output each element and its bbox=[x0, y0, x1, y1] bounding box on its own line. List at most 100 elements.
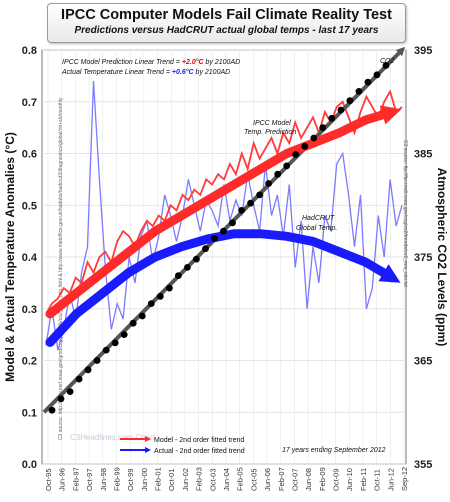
x-tick-label: Oct-11 bbox=[373, 469, 382, 491]
model-trend-arrow bbox=[45, 105, 402, 319]
co2-point bbox=[175, 272, 182, 279]
co2-point bbox=[202, 245, 209, 253]
x-tick-label: Jun-00 bbox=[140, 468, 149, 491]
co2-point bbox=[346, 97, 354, 105]
y-tick-label: 0.0 bbox=[22, 459, 37, 471]
co2-point bbox=[184, 264, 191, 271]
x-tick-label: Feb-99 bbox=[112, 467, 121, 491]
x-tick-label: Feb-07 bbox=[277, 467, 286, 491]
x-tick-label: Oct-05 bbox=[249, 468, 258, 491]
y2-tick-label: 375 bbox=[414, 252, 432, 264]
x-tick-label: Oct-03 bbox=[208, 468, 217, 491]
y-tick-label: 0.3 bbox=[22, 304, 37, 316]
y2-tick-label: 385 bbox=[414, 149, 432, 161]
co2-point bbox=[66, 388, 74, 395]
x-axis-ticks: Oct-95 Jun-96 Feb-97 Oct-97 Jun-98 Feb-99 Oct-… bbox=[44, 467, 409, 491]
co2-point bbox=[120, 331, 128, 338]
hadcrut-label-line1: HadCRUT bbox=[302, 215, 335, 222]
co2-point bbox=[75, 375, 83, 383]
gridlines bbox=[42, 49, 406, 465]
x-tick-label: Jun-12 bbox=[386, 468, 395, 491]
co2-point bbox=[364, 78, 372, 86]
co2-point bbox=[247, 199, 255, 207]
co2-point bbox=[373, 71, 381, 79]
x-tick-label: Oct-01 bbox=[167, 468, 176, 491]
watermark: C3Headlines.com Chart bbox=[70, 433, 156, 442]
co2-point bbox=[147, 300, 155, 307]
model-trend-annotation: IPCC Model Prediction Linear Trend = +2.… bbox=[62, 58, 240, 66]
co2-point bbox=[229, 219, 236, 227]
co2-point bbox=[193, 255, 200, 263]
y-axis-label: Model & Actual Temperature Anomalies (°C… bbox=[3, 132, 17, 382]
x-tick-label: Feb-01 bbox=[154, 467, 163, 491]
co2-point bbox=[211, 235, 218, 242]
co2-point bbox=[301, 142, 309, 150]
actual-trend-arrow bbox=[45, 229, 401, 347]
actual-trend-annotation: Actual Temperature Linear Trend = +0.6°C… bbox=[61, 68, 230, 76]
y-axis-ticks: 0.0 0.1 0.2 0.3 0.4 0.5 0.6 0.7 0.8 bbox=[22, 45, 38, 471]
x-tick-label: Sep-12 bbox=[400, 467, 409, 491]
period-footer: 17 years ending September 2012 bbox=[282, 447, 386, 454]
x-tick-label: Jun-96 bbox=[58, 468, 67, 491]
x-tick-label: Feb-97 bbox=[71, 467, 80, 491]
co2-point bbox=[355, 88, 363, 95]
legend-model-label: Model - 2nd order fitted trend bbox=[154, 437, 244, 444]
co2-point bbox=[48, 406, 56, 414]
co2-point bbox=[84, 366, 92, 374]
co2-point bbox=[256, 191, 263, 199]
x-tick-label: Oct-09 bbox=[332, 468, 341, 491]
y-tick-label: 0.4 bbox=[22, 252, 38, 264]
co2-point bbox=[156, 292, 164, 300]
x-tick-label: Oct-97 bbox=[85, 468, 94, 491]
x-tick-label: Jun-06 bbox=[263, 468, 272, 491]
x-tick-label: Feb-11 bbox=[359, 468, 368, 491]
chart-subtitle: Predictions versus HadCRUT actual global… bbox=[74, 25, 379, 36]
x-tick-label: Oct-99 bbox=[126, 468, 135, 491]
x-tick-label: Feb-03 bbox=[195, 467, 204, 491]
x-tick-label: Jun-04 bbox=[222, 468, 231, 491]
co2-label: CO2 bbox=[380, 58, 395, 65]
y2-tick-label: 395 bbox=[414, 45, 432, 57]
y-tick-label: 0.6 bbox=[22, 149, 37, 161]
co2-point bbox=[265, 180, 272, 187]
co2-point bbox=[292, 151, 300, 158]
y-tick-label: 0.5 bbox=[22, 200, 37, 212]
x-tick-label: Feb-09 bbox=[318, 467, 327, 491]
co2-point bbox=[382, 62, 390, 69]
co2-point bbox=[310, 134, 318, 142]
x-tick-label: Oct-07 bbox=[290, 468, 299, 491]
co2-point bbox=[319, 124, 327, 131]
ipcc-model-series-line bbox=[45, 89, 403, 315]
co2-point bbox=[102, 346, 110, 354]
ipcc-label-line1: IPCC Model bbox=[253, 120, 291, 127]
co2-point bbox=[166, 284, 173, 292]
y2-axis-label: Atmospheric CO2 Levels (ppm) bbox=[435, 168, 449, 347]
x-tick-label: Jun-08 bbox=[304, 468, 313, 491]
co2-point bbox=[274, 170, 282, 178]
co2-points bbox=[48, 62, 390, 414]
co2-point bbox=[337, 106, 345, 114]
y-tick-label: 0.7 bbox=[22, 97, 37, 109]
legend: Model - 2nd order fitted trend Actual - … bbox=[120, 436, 245, 455]
y2-axis-ticks: 355 365 375 385 395 bbox=[414, 45, 432, 471]
co2-point bbox=[238, 207, 246, 214]
y2-tick-label: 365 bbox=[414, 356, 432, 368]
chart-title-box: IPCC Computer Models Fail Climate Realit… bbox=[47, 3, 406, 43]
co2-point bbox=[111, 339, 119, 347]
y-tick-label: 0.8 bbox=[22, 45, 37, 57]
ipcc-label-line2: Temp. Prediction bbox=[244, 129, 296, 136]
chart-title: IPCC Computer Models Fail Climate Realit… bbox=[61, 7, 392, 23]
side-note-left: C3 source: http://www.esrl.noaa.gov/gmd/… bbox=[58, 97, 64, 440]
y-tick-label: 0.1 bbox=[22, 407, 37, 419]
y-tick-label: 0.2 bbox=[22, 356, 37, 368]
co2-point bbox=[138, 312, 146, 320]
x-tick-label: Oct-95 bbox=[44, 468, 53, 491]
co2-point bbox=[57, 395, 65, 403]
hadcrut-label-line2: Global Temp. bbox=[296, 225, 337, 232]
y2-tick-label: 355 bbox=[414, 459, 432, 471]
co2-point bbox=[129, 319, 137, 327]
side-note-right: C3 source: ftp://ftp.cmdl.noaa.gov/ccg/c… bbox=[402, 140, 408, 287]
co2-point bbox=[283, 162, 291, 170]
x-tick-label: Jun-98 bbox=[99, 468, 108, 491]
